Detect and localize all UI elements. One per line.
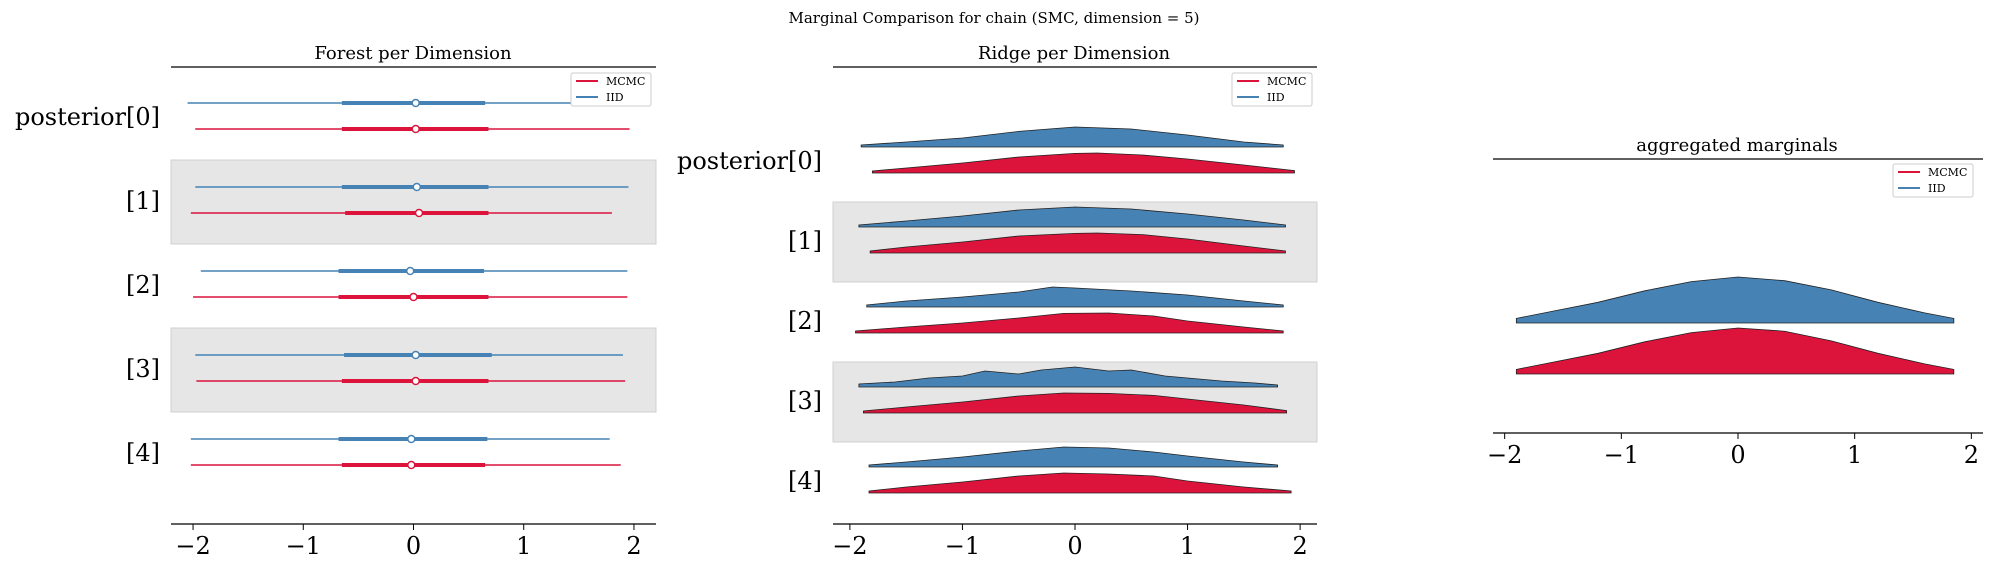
forest-x-tick-label: 0 xyxy=(406,532,421,560)
forest-row-label: [1] xyxy=(126,187,160,215)
ridge-row-label: [3] xyxy=(788,387,822,415)
aggregated-density-mcmc xyxy=(1515,327,1955,375)
aggregated-density-iid xyxy=(1515,276,1955,324)
aggregated-x-tick-label: 0 xyxy=(1730,441,1745,469)
ridge-density-iid xyxy=(868,446,1278,468)
aggregated-x-tick-label: −1 xyxy=(1604,441,1639,469)
ridge-row-label: posterior[0] xyxy=(677,147,822,175)
forest-panel: Forest per Dimension −2 −1 0 1 2 posterior[0]… xyxy=(15,43,657,560)
aggregated-legend: MCMC IID xyxy=(1892,163,1974,198)
ridge-density-mcmc xyxy=(862,392,1288,414)
ridge-legend-mcmc: MCMC xyxy=(1267,75,1306,88)
ridge-x-tick-label: 1 xyxy=(1180,532,1195,560)
forest-x-tick-label: 1 xyxy=(516,532,531,560)
forest-median-point xyxy=(407,460,416,470)
forest-median-point xyxy=(411,376,420,386)
ridge-row-label: [2] xyxy=(788,307,822,335)
ridge-density-mcmc xyxy=(855,312,1284,334)
figure-title: Marginal Comparison for chain (SMC, dime… xyxy=(788,9,1199,27)
ridge-legend: MCMC IID xyxy=(1231,72,1313,107)
ridge-row-label: [1] xyxy=(788,227,822,255)
forest-median-point xyxy=(407,434,416,444)
forest-row-band xyxy=(170,159,657,245)
ridge-panel: Ridge per Dimension −2 −1 0 1 2 posterior[0] [… xyxy=(677,43,1318,560)
ridge-density-mcmc xyxy=(871,152,1295,174)
ridge-density-iid xyxy=(858,206,1286,228)
forest-x-tick-label: −1 xyxy=(286,532,321,560)
aggregated-panel-title: aggregated marginals xyxy=(1636,135,1837,156)
forest-median-point xyxy=(411,124,420,134)
forest-median-point xyxy=(412,182,422,192)
forest-median-point xyxy=(411,350,420,360)
forest-x-tick-label: 2 xyxy=(626,532,641,560)
aggregated-x-tick-label: −2 xyxy=(1487,441,1522,469)
forest-median-point xyxy=(409,292,418,302)
ridge-legend-iid: IID xyxy=(1267,91,1285,104)
forest-legend-mcmc: MCMC xyxy=(606,75,645,88)
ridge-panel-title: Ridge per Dimension xyxy=(978,43,1171,64)
forest-x-tick-label: −2 xyxy=(175,532,210,560)
forest-row-label: [4] xyxy=(126,439,160,467)
ridge-row-label: [4] xyxy=(788,467,822,495)
forest-row-label: [2] xyxy=(126,271,160,299)
ridge-density-iid xyxy=(860,126,1284,148)
aggregated-legend-mcmc: MCMC xyxy=(1928,166,1967,179)
forest-row-label: posterior[0] xyxy=(15,103,160,131)
aggregated-panel: aggregated marginals −2 −1 0 1 2 MCMC IID xyxy=(1487,135,1983,469)
ridge-density-iid xyxy=(866,286,1284,308)
forest-panel-title: Forest per Dimension xyxy=(314,43,512,64)
ridge-x-tick-label: 2 xyxy=(1292,532,1307,560)
forest-median-point xyxy=(414,208,424,218)
ridge-density-mcmc xyxy=(868,472,1292,494)
ridge-density-iid xyxy=(858,366,1278,388)
aggregated-legend-iid: IID xyxy=(1928,182,1946,195)
ridge-x-tick-label: −1 xyxy=(945,532,980,560)
ridge-density-mcmc xyxy=(869,232,1286,254)
ridge-x-tick-label: 0 xyxy=(1067,532,1082,560)
aggregated-x-tick-label: 1 xyxy=(1847,441,1862,469)
forest-row-label: [3] xyxy=(126,355,160,383)
ridge-x-tick-label: −2 xyxy=(832,532,867,560)
forest-legend-iid: IID xyxy=(606,91,624,104)
forest-median-point xyxy=(411,98,420,108)
forest-median-point xyxy=(405,266,415,276)
aggregated-x-tick-label: 2 xyxy=(1964,441,1979,469)
forest-legend: MCMC IID xyxy=(570,72,652,107)
forest-row-band xyxy=(170,327,657,413)
